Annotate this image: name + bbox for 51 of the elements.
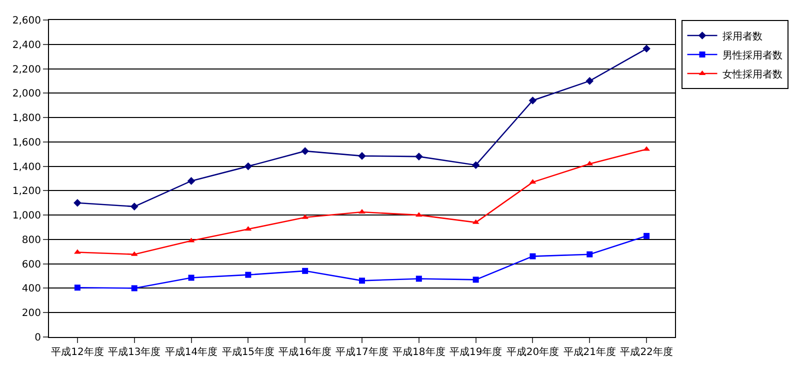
y-tick-label: 2,000 bbox=[12, 88, 41, 100]
point bbox=[472, 161, 480, 169]
x-tick-label: 平成19年度 bbox=[449, 346, 502, 358]
y-tick-label: 600 bbox=[22, 259, 41, 270]
x-tick-label: 平成20年度 bbox=[506, 346, 560, 358]
point bbox=[301, 147, 309, 155]
y-tick-label: 1,400 bbox=[12, 162, 41, 173]
y-tick-label: 1,000 bbox=[12, 210, 41, 222]
x-tick-label: 平成18年度 bbox=[392, 346, 446, 358]
point bbox=[358, 209, 366, 214]
x-tick-label: 平成22年度 bbox=[620, 346, 673, 358]
x-tick-label: 平成12年度 bbox=[51, 346, 104, 358]
point bbox=[472, 276, 479, 283]
point bbox=[188, 274, 194, 281]
y-tick-label: 400 bbox=[22, 284, 41, 295]
y-tick-label: 200 bbox=[22, 308, 41, 320]
point bbox=[244, 162, 252, 170]
legend-label: 採用者数 bbox=[722, 30, 762, 42]
point bbox=[415, 152, 423, 160]
y-tick-label: 2,200 bbox=[12, 64, 41, 76]
point bbox=[187, 177, 196, 185]
point bbox=[245, 272, 252, 278]
point bbox=[644, 232, 650, 239]
point bbox=[302, 268, 308, 274]
x-tick-label: 平成13年度 bbox=[108, 346, 161, 358]
point bbox=[358, 152, 366, 160]
x-tick-label: 平成15年度 bbox=[222, 346, 275, 358]
point bbox=[528, 96, 537, 104]
y-tick-label: 1,200 bbox=[12, 186, 41, 198]
point bbox=[130, 202, 138, 210]
point bbox=[586, 251, 593, 258]
point bbox=[642, 44, 650, 53]
point bbox=[530, 253, 536, 260]
x-tick-label: 平成21年度 bbox=[563, 346, 616, 358]
y-tick-label: 1,600 bbox=[12, 137, 41, 148]
y-tick-label: 0 bbox=[34, 332, 41, 344]
y-tick-label: 2,400 bbox=[12, 40, 41, 51]
x-tick-label: 平成17年度 bbox=[336, 346, 388, 358]
y-tick-label: 800 bbox=[22, 234, 41, 246]
legend-label: 男性採用者数 bbox=[722, 49, 782, 62]
y-tick-label: 1,800 bbox=[12, 113, 41, 124]
point bbox=[359, 278, 365, 284]
y-tick-label: 2,600 bbox=[12, 16, 41, 26]
point bbox=[416, 276, 422, 282]
x-tick-label: 平成14年度 bbox=[164, 346, 218, 358]
point bbox=[74, 198, 82, 207]
point bbox=[131, 285, 138, 292]
legend-label: 女性採用者数 bbox=[722, 68, 782, 80]
point bbox=[586, 77, 594, 85]
point bbox=[74, 284, 80, 291]
x-tick-label: 平成16年度 bbox=[278, 346, 332, 358]
